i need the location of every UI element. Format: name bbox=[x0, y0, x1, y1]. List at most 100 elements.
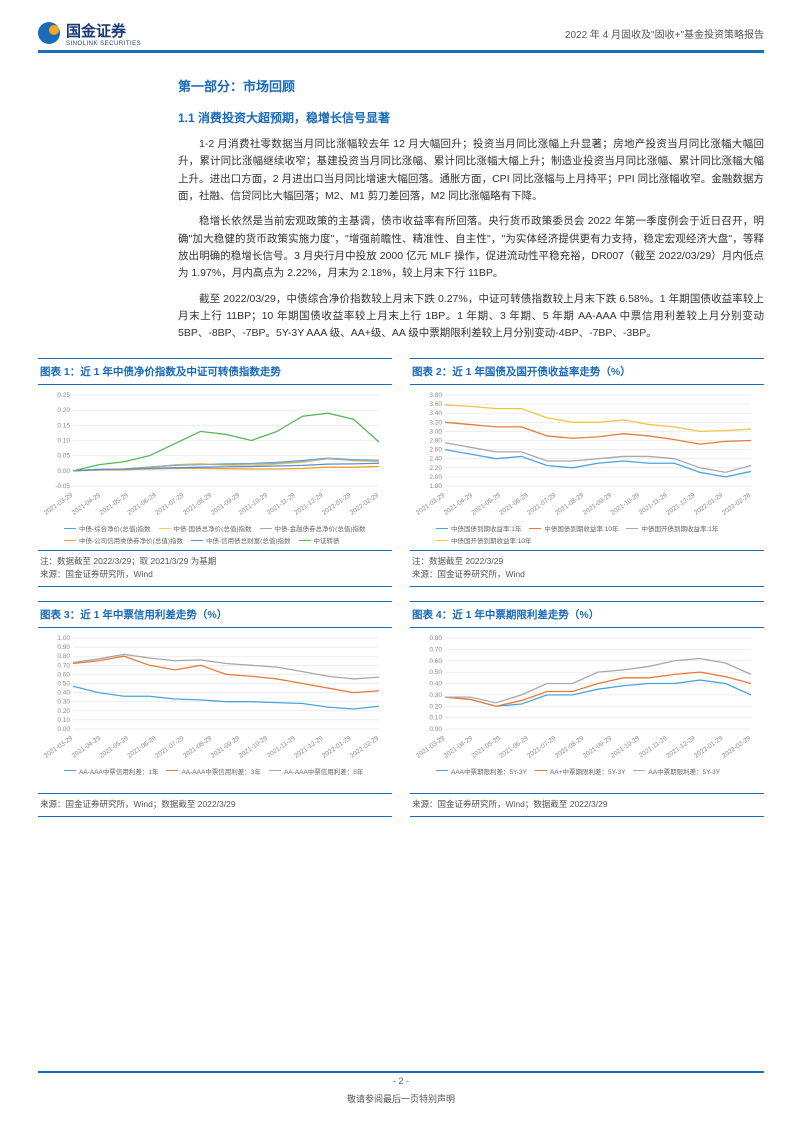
svg-text:2021-03-29: 2021-03-29 bbox=[415, 735, 447, 759]
legend-item: 中债-信用债总财富(总值)指数 bbox=[191, 535, 291, 545]
legend-swatch bbox=[529, 528, 541, 529]
svg-text:2021-05-29: 2021-05-29 bbox=[471, 735, 503, 759]
svg-text:2021-04-29: 2021-04-29 bbox=[71, 492, 103, 516]
legend-label: 中债-公司信用类债券净价(总值)指数 bbox=[79, 535, 183, 545]
legend-swatch bbox=[159, 528, 171, 529]
legend-label: 中债国开债到期收益率:1年 bbox=[641, 523, 718, 533]
legend-label: AA-AAA中票信用利差：3年 bbox=[181, 766, 260, 776]
svg-text:2021-10-29: 2021-10-29 bbox=[610, 492, 642, 516]
svg-text:2021-06-29: 2021-06-29 bbox=[126, 735, 158, 759]
chart-title: 图表 2：近 1 年国债及国开债收益率走势（%） bbox=[410, 359, 764, 385]
svg-text:2021-05-29: 2021-05-29 bbox=[99, 492, 131, 516]
legend-label: 中证转债 bbox=[314, 535, 340, 545]
paragraph-1: 1-2 月消费社零数据当月同比涨幅较去年 12 月大幅回升；投资当月同比涨幅上升… bbox=[178, 136, 764, 205]
legend-label: AAA中票期限利差：5Y-3Y bbox=[451, 766, 527, 776]
svg-text:1.80: 1.80 bbox=[429, 483, 442, 490]
chart-legend: 中债-综合净价(总值)指数中债-国债总净价(总值)指数中债-金融债券总净价(总值… bbox=[40, 521, 390, 549]
legend-swatch bbox=[166, 770, 178, 771]
svg-text:2021-06-29: 2021-06-29 bbox=[498, 735, 530, 759]
svg-text:3.20: 3.20 bbox=[429, 420, 442, 427]
svg-text:0.40: 0.40 bbox=[429, 680, 442, 687]
chart-notes: 注：数据截至 2022/3/29；取 2021/3/29 为基期来源：国金证券研… bbox=[38, 550, 392, 586]
svg-text:0.60: 0.60 bbox=[57, 671, 70, 678]
svg-text:2021-10-29: 2021-10-29 bbox=[238, 735, 270, 759]
charts-grid: 图表 1：近 1 年中债净价指数及中证可转债指数走势 -0.050.000.050… bbox=[38, 358, 764, 816]
chart-note-line: 来源：国金证券研究所，Wind；数据截至 2022/3/29 bbox=[40, 798, 390, 811]
chart-note-line: 注：数据截至 2022/3/29；取 2021/3/29 为基期 bbox=[40, 555, 390, 568]
legend-swatch bbox=[626, 528, 638, 529]
svg-text:0.00: 0.00 bbox=[57, 726, 70, 733]
legend-label: 中债-综合净价(总值)指数 bbox=[79, 523, 151, 533]
legend-item: 中债国开债到期收益率:1年 bbox=[626, 523, 718, 533]
legend-swatch bbox=[535, 770, 547, 771]
chart-note-line: 来源：国金证券研究所，Wind bbox=[40, 568, 390, 581]
legend-swatch bbox=[633, 770, 645, 771]
svg-text:2021-10-29: 2021-10-29 bbox=[238, 492, 270, 516]
legend-swatch bbox=[64, 528, 76, 529]
svg-text:2021-04-29: 2021-04-29 bbox=[443, 735, 475, 759]
chart-note-line: 注：数据截至 2022/3/29 bbox=[412, 555, 762, 568]
legend-item: 中债-公司信用类债券净价(总值)指数 bbox=[64, 535, 183, 545]
svg-text:2022-02-29: 2022-02-29 bbox=[721, 735, 753, 759]
svg-text:2022-01-29: 2022-01-29 bbox=[321, 492, 353, 516]
legend-label: AA-AAA中票信用利差：1年 bbox=[79, 766, 158, 776]
page-number: - 2 - bbox=[0, 1076, 802, 1086]
svg-text:0.50: 0.50 bbox=[429, 669, 442, 676]
chart-svg: 0.000.100.200.300.400.500.600.700.802021… bbox=[412, 634, 762, 759]
svg-text:0.50: 0.50 bbox=[57, 680, 70, 687]
legend-label: 中债-信用债总财富(总值)指数 bbox=[206, 535, 291, 545]
svg-text:0.20: 0.20 bbox=[429, 703, 442, 710]
disclaimer: 敬请参阅最后一页特别声明 bbox=[0, 1092, 802, 1105]
page-header: 国金证券 SINOLINK SECURITIES 2022 年 4 月固收及"固… bbox=[38, 18, 764, 48]
svg-text:2022-02-28: 2022-02-28 bbox=[721, 492, 753, 516]
svg-text:2022-02-29: 2022-02-29 bbox=[349, 735, 381, 759]
svg-text:0.20: 0.20 bbox=[57, 708, 70, 715]
legend-label: AA中票期限利差：5Y-3Y bbox=[648, 766, 720, 776]
legend-swatch bbox=[436, 540, 448, 541]
logo-text-cn: 国金证券 bbox=[66, 20, 141, 41]
chart-legend: AA-AAA中票信用利差：1年 AA-AAA中票信用利差：3年 AA-AAA中票信用… bbox=[40, 764, 390, 780]
chart-svg: -0.050.000.050.100.150.200.252021-03-292… bbox=[40, 391, 390, 516]
svg-text:2021-03-29: 2021-03-29 bbox=[415, 492, 447, 516]
svg-text:2021-11-29: 2021-11-29 bbox=[266, 735, 297, 759]
chart-legend: 中债国债到期收益率:1年中债国债到期收益率:10年中债国开债到期收益率:1年中债… bbox=[412, 521, 762, 549]
svg-text:2021-04-29: 2021-04-29 bbox=[71, 735, 103, 759]
svg-text:2021-08-29: 2021-08-29 bbox=[554, 735, 586, 759]
logo: 国金证券 SINOLINK SECURITIES bbox=[38, 20, 141, 47]
chart-svg: 1.802.002.202.402.602.803.003.203.403.60… bbox=[412, 391, 762, 516]
svg-text:0.00: 0.00 bbox=[429, 726, 442, 733]
svg-text:2022-01-29: 2022-01-29 bbox=[321, 735, 353, 759]
svg-text:3.60: 3.60 bbox=[429, 402, 442, 409]
svg-text:2.40: 2.40 bbox=[429, 456, 442, 463]
chart-svg: 0.000.100.200.300.400.500.600.700.800.90… bbox=[40, 634, 390, 759]
paragraph-3: 截至 2022/03/29，中债综合净价指数较上月末下跌 0.27%，中证可转债… bbox=[178, 291, 764, 343]
content: 第一部分：市场回顾 1.1 消费投资大超预期，稳增长信号显著 1-2 月消费社零… bbox=[38, 76, 764, 817]
svg-text:0.30: 0.30 bbox=[57, 699, 70, 706]
svg-text:2021-03-29: 2021-03-29 bbox=[43, 492, 75, 516]
legend-label: AA-AAA中票信用利差：5年 bbox=[284, 766, 363, 776]
legend-item: 中债国开债到期收益率:10年 bbox=[436, 535, 532, 545]
chart-panel-2: 图表 2：近 1 年国债及国开债收益率走势（%）1.802.002.202.40… bbox=[410, 358, 764, 587]
legend-item: 中证转债 bbox=[299, 535, 340, 545]
legend-item: 中债国债到期收益率:10年 bbox=[529, 523, 618, 533]
svg-text:2.20: 2.20 bbox=[429, 465, 442, 472]
legend-item: AA-AAA中票信用利差：1年 bbox=[64, 766, 158, 776]
svg-text:2021-06-29: 2021-06-29 bbox=[126, 492, 158, 516]
legend-label: 中债国开债到期收益率:10年 bbox=[451, 535, 532, 545]
svg-text:2.80: 2.80 bbox=[429, 438, 442, 445]
svg-text:0.10: 0.10 bbox=[57, 438, 70, 445]
svg-text:2022-02-29: 2022-02-29 bbox=[349, 492, 381, 516]
legend-item: AA-AAA中票信用利差：3年 bbox=[166, 766, 260, 776]
chart-body: -0.050.000.050.100.150.200.252021-03-292… bbox=[38, 385, 392, 550]
svg-text:0.10: 0.10 bbox=[429, 715, 442, 722]
chart-title: 图表 3：近 1 年中票信用利差走势（%） bbox=[38, 602, 392, 628]
svg-text:3.80: 3.80 bbox=[429, 392, 442, 399]
chart-title: 图表 1：近 1 年中债净价指数及中证可转债指数走势 bbox=[38, 359, 392, 385]
legend-swatch bbox=[64, 540, 76, 541]
svg-text:0.40: 0.40 bbox=[57, 690, 70, 697]
chart-notes: 来源：国金证券研究所，Wind；数据截至 2022/3/29 bbox=[410, 793, 764, 816]
chart-legend: AAA中票期限利差：5Y-3YAA+中票期限利差：5Y-3YAA中票期限利差：5… bbox=[412, 764, 762, 780]
legend-label: 中债国债到期收益率:10年 bbox=[544, 523, 618, 533]
logo-text-en: SINOLINK SECURITIES bbox=[66, 41, 141, 47]
svg-text:2021-05-29: 2021-05-29 bbox=[471, 492, 503, 516]
